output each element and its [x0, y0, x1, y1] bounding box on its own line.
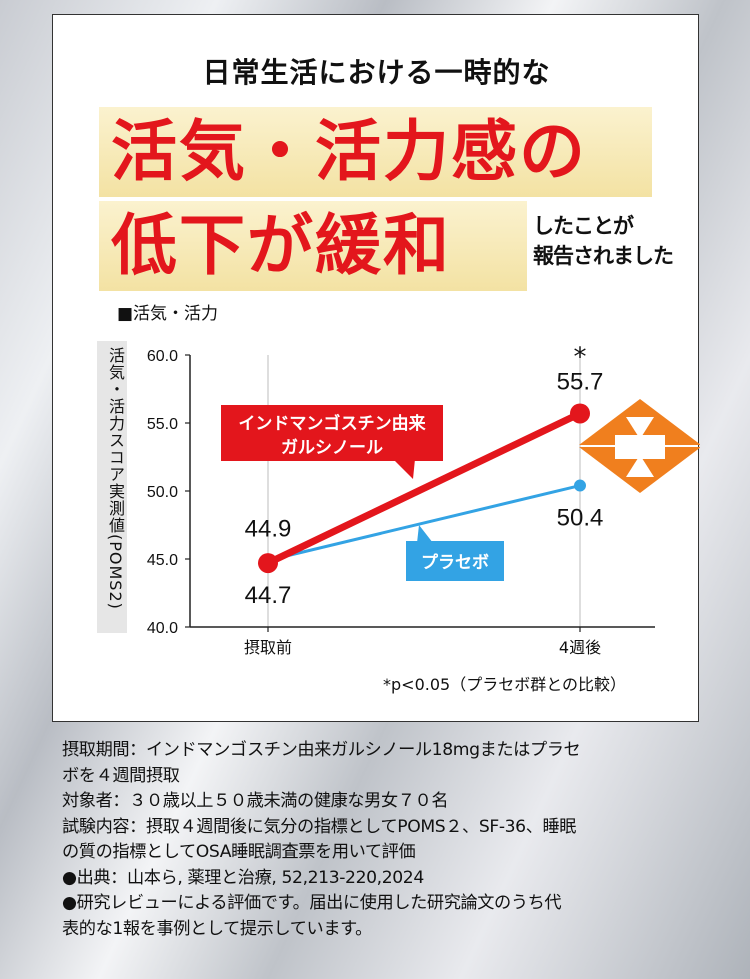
- y-axis-label: 活気・活力スコア実測値(POMS2): [106, 347, 125, 610]
- x-tick-label: 摂取前: [244, 638, 292, 657]
- headline-line-2: 低下が緩和: [111, 207, 451, 284]
- y-tick-label: 40.0: [147, 620, 178, 637]
- side-note-line-2: 報告されました: [533, 244, 674, 268]
- data-label-placebo-after: 50.4: [557, 505, 604, 532]
- headline-line-1: 活気・活力感の: [111, 113, 587, 190]
- infographic-panel: 日常生活における一時的な 活気・活力感の 低下が緩和 したことが 報告されました…: [52, 14, 700, 722]
- data-label-garcinol-after: 55.7: [557, 368, 604, 395]
- point-placebo: [574, 479, 586, 492]
- y-tick-label: 45.0: [147, 552, 178, 569]
- significance-mark: *: [574, 342, 587, 372]
- headline-highlight-1: [99, 107, 652, 197]
- significance-note: *p<0.05（プラセボ群との比較）: [383, 675, 627, 694]
- headline-highlight-2: [99, 201, 527, 291]
- footer-line: 表的な1報を事例として提示しています。: [62, 918, 372, 939]
- x-tick-label: 4週後: [559, 638, 601, 657]
- y-tick-label: 60.0: [147, 348, 178, 365]
- series-line-garcinol: [266, 410, 582, 567]
- footer-line: ボを４週間摂取: [62, 765, 180, 786]
- x-ticks: 摂取前 4週後: [244, 627, 601, 657]
- study-details: 摂取期間：インドマンゴスチン由来ガルシノール18mgまたはプラセ ボを４週間摂取…: [62, 738, 702, 942]
- y-tick-label: 55.0: [147, 416, 178, 433]
- point-garcinol: [258, 553, 278, 574]
- data-label-placebo-before: 44.9: [245, 515, 292, 542]
- footer-line: 試験内容：摂取４週間後に気分の指標としてPOMS２、SF-36、睡眠: [62, 816, 577, 837]
- chart-title: ■活気・活力: [117, 304, 219, 324]
- y-ticks: 40.0 45.0 50.0 55.0 60.0: [147, 348, 190, 637]
- side-note-line-1: したことが: [533, 214, 634, 238]
- line-chart: 40.0 45.0 50.0 55.0 60.0 摂取前 4週後 44.9 44.7 55.7…: [147, 342, 700, 657]
- footer-line: の質の指標としてOSA睡眠調査票を用いて評価: [62, 842, 416, 862]
- arrow-inner-bottom: [626, 455, 654, 477]
- diff-arrow: [579, 399, 700, 493]
- chart-series: [258, 403, 590, 574]
- footer-line: 対象者：３０歳以上５０歳未満の健康な男女７０名: [62, 791, 449, 811]
- y-tick-label: 50.0: [147, 484, 178, 501]
- callout-garcinol-line-2: ガルシノール: [281, 438, 383, 458]
- callout-garcinol-box: [221, 405, 443, 461]
- callout-placebo-pointer: [417, 525, 433, 543]
- point-garcinol: [570, 403, 590, 424]
- series-line-placebo: [267, 484, 581, 562]
- y-axis-label-box: 活気・活力スコア実測値(POMS2): [97, 341, 127, 633]
- callout-garcinol-line-1: インドマンゴスチン由来: [238, 413, 426, 434]
- footer-line: ●出典：山本ら, 薬理と治療, 52,213-220,2024: [62, 867, 424, 888]
- callout-placebo-box: [406, 541, 504, 581]
- footer-line: ●研究レビューによる評価です。届出に使用した研究論文のうち代: [62, 893, 562, 913]
- data-labels: 44.9 44.7 55.7 50.4 *: [245, 342, 604, 609]
- subtitle: 日常生活における一時的な: [202, 56, 551, 89]
- footer-line: 摂取期間：インドマンゴスチン由来ガルシノール18mgまたはプラセ: [62, 740, 581, 760]
- data-label-garcinol-before: 44.7: [245, 582, 292, 609]
- arrow-inner-top: [626, 417, 654, 439]
- side-note: したことが 報告されました: [533, 211, 674, 271]
- callout-garcinol-pointer: [393, 459, 415, 479]
- callout-placebo-label: プラセボ: [421, 552, 489, 573]
